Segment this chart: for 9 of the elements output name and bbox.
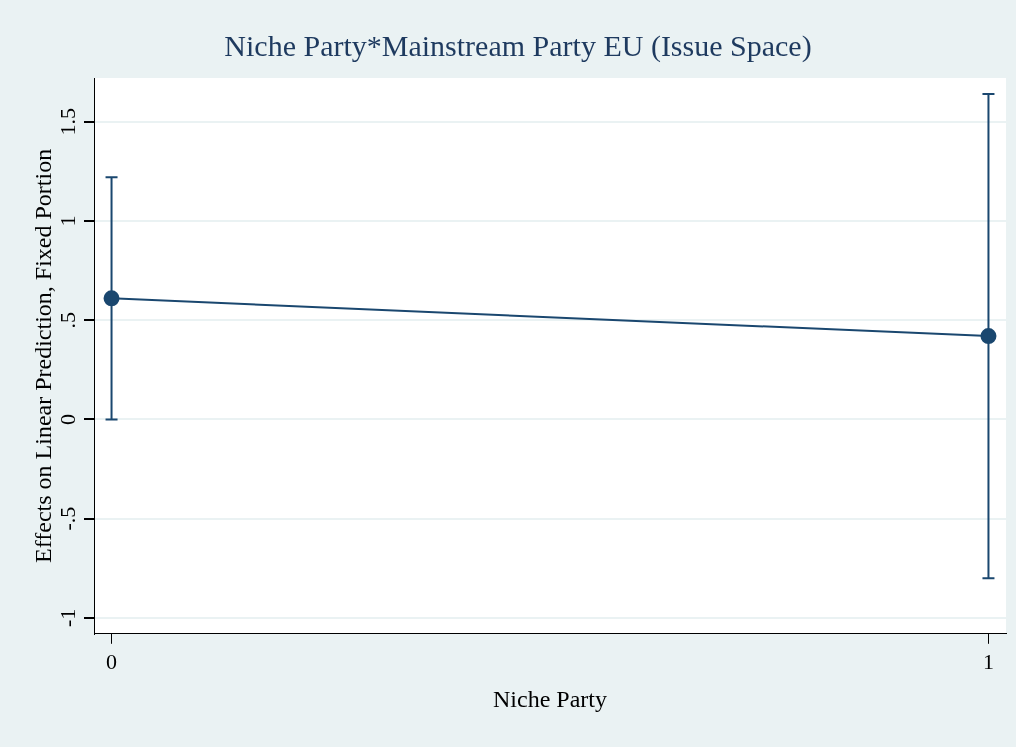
y-tick-label: -.5 — [54, 506, 80, 531]
x-axis-title: Niche Party — [493, 685, 607, 712]
y-tick-label: 1.5 — [54, 107, 80, 136]
y-tick-label: 1 — [54, 215, 80, 227]
y-tick-label: .5 — [54, 311, 80, 329]
chart-title: Niche Party*Mainstream Party EU (Issue Space) — [224, 28, 812, 63]
y-tick-label: -1 — [54, 608, 80, 628]
y-tick-label: 0 — [54, 413, 80, 425]
y-axis-title: Effects on Linear Prediction, Fixed Portion — [29, 148, 56, 563]
